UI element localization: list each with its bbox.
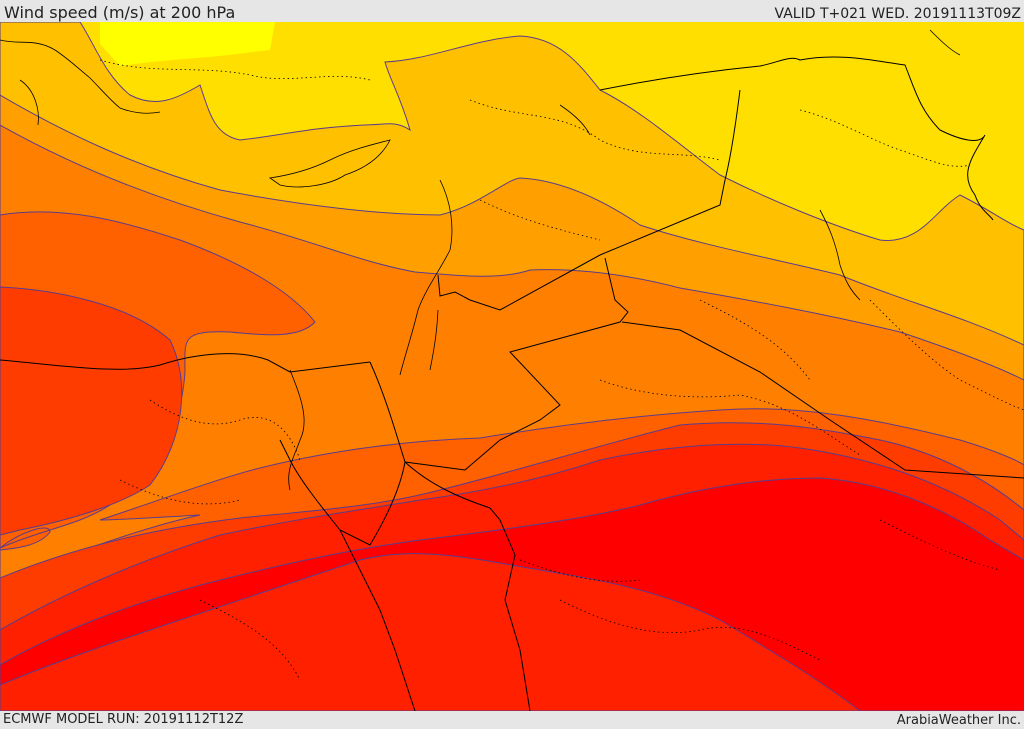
- coastlines: [0, 29, 961, 491]
- band-9: [0, 477, 1024, 711]
- valid-time-label: VALID T+021 WED. 20191113T09Z: [774, 6, 1021, 22]
- internal-boundaries: [99, 59, 1024, 681]
- wind-speed-map[interactable]: [0, 22, 1024, 711]
- map-title: Wind speed (m/s) at 200 hPa: [4, 3, 236, 22]
- footer-bar: ECMWF MODEL RUN: 20191112T12Z ArabiaWeat…: [0, 711, 1024, 729]
- band-7: [0, 286, 183, 536]
- brand-label: ArabiaWeather Inc.: [896, 713, 1021, 728]
- model-run-label: ECMWF MODEL RUN: 20191112T12Z: [3, 712, 244, 727]
- country-borders: [0, 56, 1024, 711]
- header-bar: Wind speed (m/s) at 200 hPa VALID T+021 …: [0, 0, 1024, 22]
- band-2: [100, 22, 275, 66]
